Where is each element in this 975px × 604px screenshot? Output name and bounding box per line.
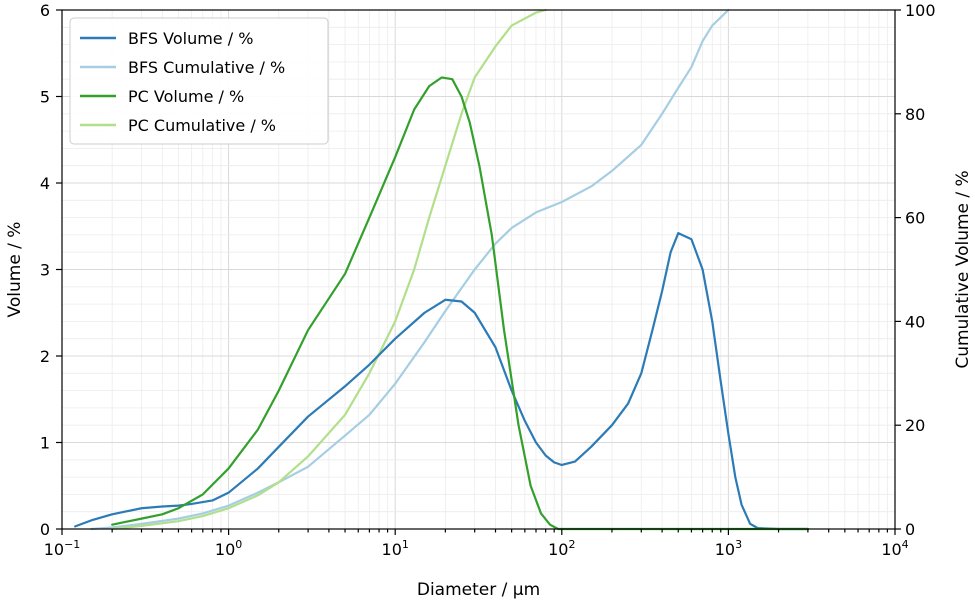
legend: BFS Volume / % BFS Cumulative / % PC Volum…	[69, 17, 329, 145]
legend-box	[69, 17, 329, 145]
legend-entry: PC Cumulative / %	[128, 116, 276, 135]
y-tick-label: 6	[40, 1, 50, 20]
x-tick-label: 104	[881, 538, 908, 559]
y-tick-label: 1	[40, 434, 50, 453]
series-line-1	[74, 232, 809, 531]
y2-tick-label: 40	[905, 312, 925, 331]
x-tick-label: 101	[382, 538, 409, 559]
y2-tick-label: 60	[905, 209, 925, 228]
legend-entry: BFS Volume / %	[128, 29, 253, 48]
x-tick-label: 102	[548, 538, 575, 559]
legend-entry: PC Volume / %	[128, 87, 244, 106]
y-tick-label: 4	[40, 174, 50, 193]
y-tick-label: 3	[40, 261, 50, 280]
y-tick-label: 2	[40, 347, 50, 366]
x-tick-label: 100	[215, 538, 242, 559]
y2-tick-label: 100	[905, 1, 936, 20]
y2-tick-label: 0	[905, 520, 915, 539]
x-tick-label: 10−1	[44, 538, 81, 559]
y-tick-label: 5	[40, 88, 50, 107]
x-axis-label: Diameter / μm	[417, 580, 540, 600]
series-line-2	[90, 8, 730, 531]
series-line-3	[111, 76, 809, 531]
series-line-4	[111, 8, 547, 531]
series-lines	[74, 8, 809, 531]
x-tick-label: 103	[715, 538, 742, 559]
y2-axis-label: Cumulative Volume / %	[953, 170, 973, 368]
y-tick-label: 0	[40, 520, 50, 539]
legend-entry: BFS Cumulative / %	[128, 58, 285, 77]
y2-tick-label: 20	[905, 416, 925, 435]
y-axis-label: Volume / %	[5, 222, 25, 318]
y2-tick-label: 80	[905, 105, 925, 124]
